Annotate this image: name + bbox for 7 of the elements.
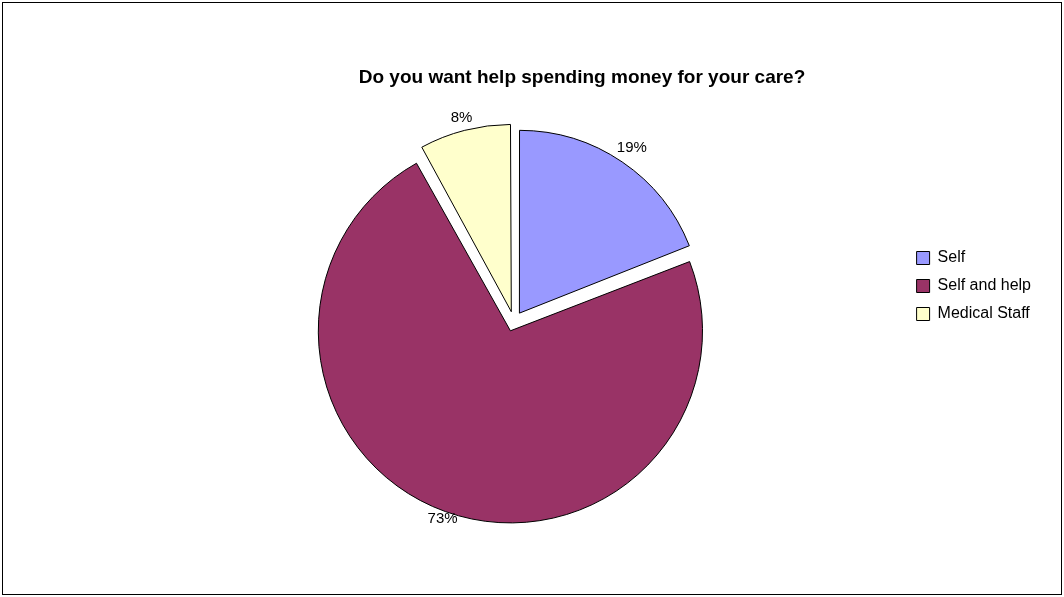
- data-label: 73%: [427, 509, 458, 527]
- legend-label: Self: [937, 248, 966, 266]
- legend-label: Self and help: [937, 276, 1032, 294]
- data-label: 19%: [616, 137, 647, 155]
- chart-title: Do you want help spending money for your care?: [358, 65, 806, 87]
- data-label: 8%: [450, 108, 473, 126]
- legend-label: Medical Staff: [937, 304, 1031, 322]
